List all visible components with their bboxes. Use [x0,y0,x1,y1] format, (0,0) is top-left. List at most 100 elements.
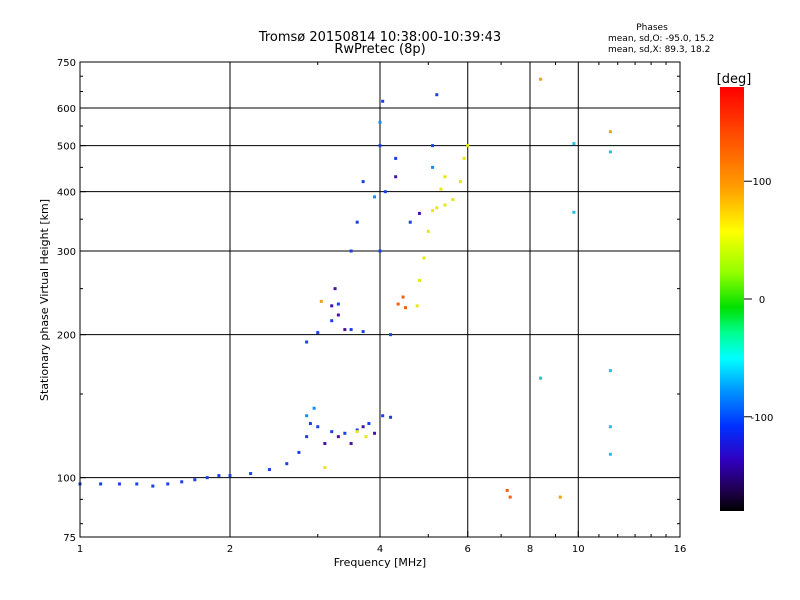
y-tick-label: 600 [57,104,76,115]
data-point [378,144,382,148]
data-point [373,431,377,435]
data-point [135,482,139,486]
data-point [403,306,407,310]
data-point [330,430,334,434]
data-point [205,476,209,480]
data-point [367,422,371,426]
data-point [336,302,340,306]
data-point [217,474,221,478]
data-point [458,180,462,184]
data-point [608,452,612,456]
data-point [505,488,509,492]
data-point [378,120,382,124]
colorbar-label: [deg] [717,72,752,87]
data-point [323,466,327,470]
data-point [316,331,320,335]
data-point [349,249,353,253]
data-point [249,472,253,476]
data-point [297,450,301,454]
x-axis-label: Frequency [MHz] [334,556,426,569]
data-point [285,462,289,466]
data-point [462,156,466,160]
data-point [401,295,405,299]
colorbar-tick-label: -100 [751,413,774,424]
data-point [422,256,426,260]
x-tick-label: 4 [377,544,383,555]
data-point [431,209,435,213]
data-point [151,484,155,488]
data-point [193,478,197,482]
chart-subtitle: RwPretec (8p) [334,42,425,57]
data-point [312,406,316,410]
phases-heading: Phases [636,23,668,33]
data-point [431,144,435,148]
phases-mean-x: mean, sd,X: 89.3, 18.2 [608,45,710,55]
data-point [435,206,439,210]
chart-title: Tromsø 20150814 10:38:00-10:39:43 [258,30,501,45]
data-point [466,144,470,148]
data-point [305,435,309,439]
data-point [558,495,562,499]
data-point [572,210,576,214]
data-point [443,175,447,179]
data-point [389,333,393,337]
data-point [378,249,382,253]
x-tick-label: 1 [77,544,83,555]
data-point [431,165,435,169]
data-point [180,480,184,484]
data-point [417,211,421,215]
data-point [539,376,543,380]
data-point [415,304,419,308]
x-tick-label: 16 [674,544,687,555]
data-point [608,130,612,134]
data-point [316,425,320,429]
data-points [78,77,612,499]
data-point [373,195,377,199]
data-point [305,414,309,418]
axis-ticks [79,61,681,538]
y-tick-label: 750 [57,58,76,69]
y-tick-label: 200 [57,331,76,342]
data-point [308,422,312,426]
data-point [361,330,365,334]
data-point [166,482,170,486]
data-point [355,220,359,224]
data-point [572,142,576,146]
data-point [608,425,612,429]
data-point [443,203,447,207]
data-point [361,180,365,184]
data-point [608,369,612,373]
data-point [355,430,359,434]
data-point [389,415,393,419]
data-point [364,435,368,439]
data-point [355,428,359,432]
x-tick-labels: 1 2 4 6 8 10 16 [77,544,687,555]
y-tick-label: 400 [57,188,76,199]
data-point [333,287,337,291]
data-point [408,220,412,224]
data-point [228,474,232,478]
colorbar-tick-label: 100 [752,177,771,188]
colorbar-tick-label: 0 [759,295,765,306]
data-point [349,442,353,446]
data-point [319,299,323,303]
y-tick-label: 500 [57,142,76,153]
data-point [539,77,543,81]
x-tick-label: 2 [227,544,233,555]
data-point [394,175,398,179]
data-point [349,328,353,332]
data-point [336,435,340,439]
data-point [508,495,512,499]
y-tick-labels: 75 100 200 300 400 500 600 750 [57,58,76,544]
y-tick-label: 100 [57,474,76,485]
data-point [381,99,385,103]
data-point [343,328,347,332]
y-axis-label: Stationary phase Virtual Height [km] [38,199,51,401]
data-point [439,187,443,191]
data-point [451,198,455,202]
data-point [267,468,271,472]
data-point [417,279,421,283]
x-tick-label: 6 [465,544,471,555]
data-point [361,425,365,429]
